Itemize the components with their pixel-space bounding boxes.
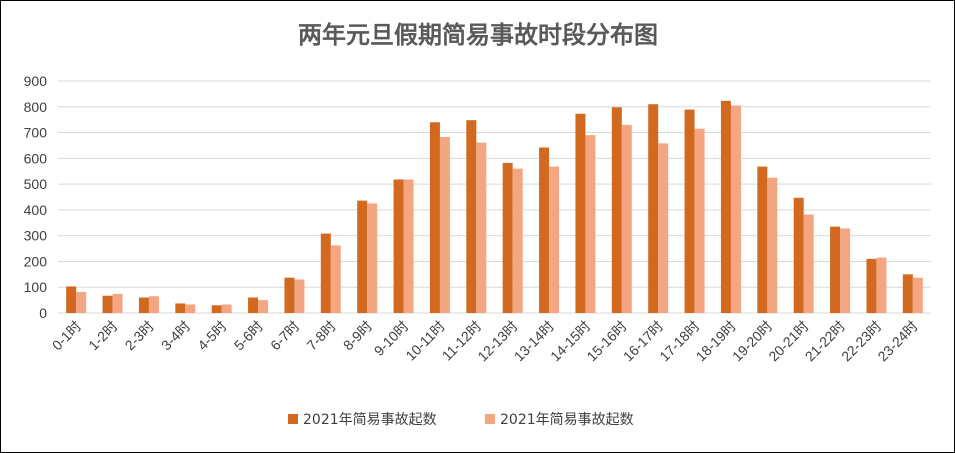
bar-series-1 [357, 200, 368, 313]
bar-series-2 [439, 136, 450, 313]
gridlines [58, 80, 931, 314]
bar-series-1 [502, 162, 513, 313]
x-tick-label: 10-11时 [402, 318, 448, 364]
bar-series-2 [76, 291, 87, 313]
legend-label-series-2: 2021年简易事故起数 [500, 411, 634, 428]
bar-series-2 [112, 293, 123, 313]
bar-series-1 [102, 295, 113, 313]
bar-series-1 [211, 305, 222, 313]
bar-series-1 [830, 226, 841, 313]
bar-series-1 [138, 297, 149, 313]
bar-series-2 [840, 228, 851, 313]
legend-label-series-1: 2021年简易事故起数 [303, 411, 437, 428]
bar-series-2 [185, 304, 196, 313]
bar-series-2 [658, 143, 669, 313]
bar-series-1 [248, 297, 259, 313]
y-tick-label: 600 [24, 150, 48, 166]
bar-series-2 [148, 296, 159, 313]
bar-series-1 [902, 274, 913, 313]
x-tick-label: 1-2时 [85, 318, 121, 354]
bar-series-2 [294, 279, 305, 313]
bar-series-2 [803, 214, 814, 313]
chart-title: 两年元旦假期简易事故时段分布图 [298, 21, 658, 49]
y-tick-label: 500 [24, 176, 48, 192]
bar-series-1 [866, 258, 877, 313]
bar-series-2 [512, 168, 523, 313]
y-tick-label: 900 [24, 73, 48, 89]
bar-series-1 [284, 277, 295, 313]
bar-series-1 [757, 166, 768, 313]
bar-series-2 [330, 245, 341, 313]
bar-series-1 [320, 233, 331, 313]
x-tick-label: 0-1时 [49, 318, 85, 354]
bar-series-1 [66, 286, 77, 313]
bar-series-1 [466, 120, 477, 314]
x-tick-label: 3-4时 [158, 318, 194, 354]
y-tick-label: 200 [24, 253, 48, 269]
bar-series-1 [648, 104, 659, 313]
x-axis-ticks: 0-1时 1-2时 2-3时 3-4时 4-5时 5-6时 6-7时 7-8时 8-9时9-10… [49, 318, 921, 365]
legend-swatch-series-1 [288, 414, 298, 424]
bar-series-2 [367, 203, 378, 313]
x-tick-label: 6-7时 [267, 318, 303, 354]
bar-series-1 [429, 122, 440, 314]
x-tick-label: 7-8时 [303, 318, 339, 354]
bars [66, 100, 923, 314]
x-tick-label: 4-5时 [194, 318, 230, 354]
legend: 2021年简易事故起数 2021年简易事故起数 [288, 411, 634, 428]
bar-series-2 [476, 142, 487, 313]
bar-series-2 [621, 124, 632, 313]
bar-series-2 [221, 304, 232, 313]
bar-series-2 [730, 105, 741, 314]
bar-series-2 [876, 257, 887, 313]
bar-series-1 [684, 109, 695, 313]
y-tick-label: 0 [39, 305, 47, 321]
bar-series-2 [403, 179, 414, 313]
bar-series-1 [611, 107, 622, 313]
y-tick-label: 300 [24, 228, 48, 244]
y-tick-label: 700 [24, 125, 48, 141]
bar-series-1 [393, 179, 404, 313]
bar-series-1 [539, 147, 550, 313]
bar-series-1 [175, 303, 186, 313]
legend-swatch-series-2 [485, 414, 495, 424]
bar-series-2 [585, 135, 596, 313]
y-tick-label: 100 [24, 279, 48, 295]
bar-series-2 [912, 277, 923, 313]
bar-series-2 [549, 166, 560, 313]
bar-series-1 [575, 113, 586, 314]
y-tick-label: 400 [24, 202, 48, 218]
y-axis-ticks: 0 100 200 300 400 500 600 700 800 900 [24, 73, 48, 321]
x-tick-label: 23-24时 [874, 318, 921, 365]
bar-series-2 [694, 128, 705, 313]
bar-series-1 [720, 100, 731, 313]
bar-series-2 [767, 177, 778, 313]
bar-series-1 [793, 197, 804, 313]
bar-series-2 [258, 300, 269, 313]
y-tick-label: 800 [24, 99, 48, 115]
x-tick-label: 2-3时 [122, 318, 158, 354]
x-tick-label: 5-6时 [231, 318, 267, 354]
